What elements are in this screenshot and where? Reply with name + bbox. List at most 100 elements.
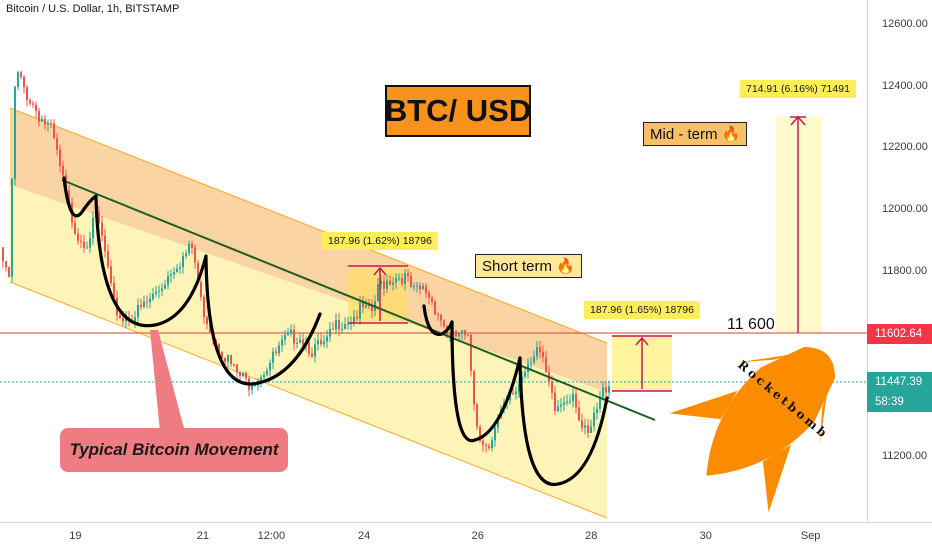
candle-body (476, 404, 478, 427)
candle-body (344, 324, 346, 329)
candle-body (110, 266, 112, 283)
candle-body (518, 383, 520, 392)
candle-body (107, 251, 109, 267)
candle-body (158, 290, 160, 292)
candle-body (404, 273, 406, 284)
candle-body (515, 391, 517, 395)
time-tick-label: 24 (358, 530, 371, 542)
candle-body (347, 323, 349, 325)
candle-body (470, 335, 472, 372)
candle-body (407, 273, 409, 277)
candle-body (323, 341, 325, 345)
candle-body (587, 425, 589, 433)
candle-body (338, 319, 340, 330)
candle-body (413, 285, 415, 287)
time-tick-label: 26 (471, 530, 484, 542)
time-axis[interactable] (0, 522, 932, 551)
candle-body (56, 138, 58, 150)
price-tick-label: 12400.00 (882, 79, 928, 92)
candle-body (197, 262, 199, 283)
candle-body (380, 280, 382, 285)
time-tick-label: 19 (69, 530, 82, 542)
candle-body (164, 284, 166, 289)
candle-body (293, 329, 295, 344)
time-tick-label: 28 (585, 530, 598, 542)
candle-body (269, 362, 271, 371)
candle-body (287, 332, 289, 335)
candle-body (383, 280, 385, 289)
candle-body (359, 302, 361, 319)
candle-body (203, 296, 205, 318)
candle-body (461, 330, 463, 334)
candle-body (596, 408, 598, 413)
candle-body (578, 407, 580, 421)
candle-body (47, 123, 49, 125)
candle-body (392, 282, 394, 285)
candle-body (572, 393, 574, 402)
candle-body (365, 305, 367, 308)
candle-body (161, 288, 163, 291)
candle-body (26, 87, 28, 101)
candle-body (425, 286, 427, 293)
candle-body (182, 255, 184, 268)
candle-body (140, 304, 142, 307)
mid-term-label: Mid - term 🔥 (643, 122, 748, 146)
candle-body (23, 76, 25, 88)
candle-body (44, 118, 46, 125)
candle-body (113, 282, 115, 298)
candle-body (581, 420, 583, 428)
level-label: 11 600 (727, 316, 775, 333)
candle-body (284, 334, 286, 340)
candle-body (11, 178, 13, 277)
candle-body (326, 336, 328, 342)
candle-body (419, 285, 421, 290)
trendline (61, 179, 656, 421)
candle-body (551, 381, 553, 393)
candle-body (77, 233, 79, 241)
candle-body (68, 190, 70, 203)
price-tick-label: 12600.00 (882, 17, 928, 30)
candle-body (584, 425, 586, 428)
candle-body (533, 356, 535, 363)
candle-body (59, 149, 61, 166)
candle-body (428, 292, 430, 298)
price-axis[interactable] (867, 0, 932, 522)
candle-body (440, 314, 442, 321)
candle-body (467, 335, 469, 337)
symbol-header: Bitcoin / U.S. Dollar, 1h, BITSTAMP (6, 3, 180, 15)
candle-body (602, 387, 604, 397)
candle-body (80, 240, 82, 242)
candle-body (155, 291, 157, 294)
candle-body (422, 286, 424, 290)
candle-body (458, 333, 460, 337)
candle-body (281, 339, 283, 346)
candle-body (395, 278, 397, 283)
price-tick-label: 11200.00 (882, 450, 928, 463)
candle-body (32, 103, 34, 105)
typical-movement-label: Typical Bitcoin Movement (60, 428, 288, 472)
candle-body (104, 235, 106, 252)
measure-box-3 (776, 117, 822, 333)
candle-body (512, 393, 514, 395)
candle-body (371, 305, 373, 312)
price-tick-label: 12200.00 (882, 141, 928, 154)
candle-body (185, 253, 187, 256)
candle-body (275, 351, 277, 354)
candle-body (563, 402, 565, 405)
candle-body (302, 339, 304, 345)
candle-body (410, 276, 412, 287)
candle-body (224, 357, 226, 362)
candle-body (566, 401, 568, 403)
candle-body (152, 293, 154, 299)
candle-body (299, 339, 301, 343)
candle-body (593, 412, 595, 427)
candle-body (200, 282, 202, 297)
candle-body (230, 354, 232, 365)
candle-body (389, 280, 391, 285)
candle-body (14, 86, 16, 179)
candle-body (479, 426, 481, 441)
candle-body (464, 330, 466, 336)
candle-body (431, 297, 433, 302)
candle-body (8, 267, 10, 277)
